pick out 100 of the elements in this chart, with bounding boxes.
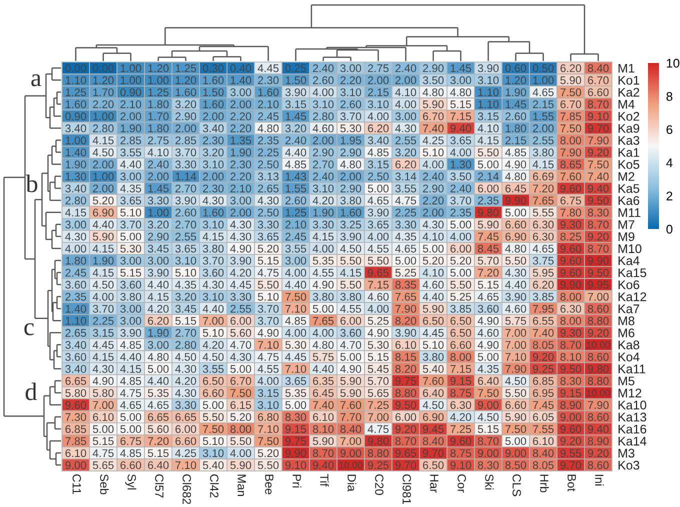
data-label: 4.85 bbox=[120, 377, 142, 385]
data-label: 4.10 bbox=[148, 148, 169, 156]
data-label: 4.75 bbox=[368, 425, 389, 434]
data-label: 4.75 bbox=[258, 268, 279, 277]
data-label: 6.60 bbox=[120, 461, 142, 470]
y-tick-label: Ka12 bbox=[618, 292, 646, 302]
data-label: 2.90 bbox=[422, 64, 444, 72]
data-label: 4.55 bbox=[312, 268, 334, 277]
data-label: 9.10 bbox=[450, 461, 472, 470]
data-label: 4.90 bbox=[312, 280, 334, 289]
y-tick-label: M8 bbox=[618, 316, 634, 326]
data-label: 4.00 bbox=[450, 148, 472, 156]
data-label: 5.00 bbox=[120, 413, 142, 422]
data-label: 5.00 bbox=[450, 220, 472, 229]
data-label: 2.55 bbox=[395, 136, 416, 144]
data-label: 1.10 bbox=[66, 316, 86, 325]
data-label: 5.10 bbox=[202, 328, 224, 337]
data-label: 3.25 bbox=[340, 220, 362, 229]
data-label: 4.30 bbox=[175, 389, 196, 397]
data-label: 5.00 bbox=[312, 304, 334, 313]
data-label: 1.70 bbox=[93, 88, 114, 96]
data-label: 9.20 bbox=[588, 449, 609, 458]
data-label: 8.00 bbox=[450, 352, 472, 361]
data-label: 4.00 bbox=[368, 112, 389, 120]
data-label: 3.15 bbox=[478, 112, 499, 120]
data-label: 2.30 bbox=[202, 136, 224, 144]
data-label: 1.00 bbox=[148, 208, 169, 217]
data-label: 2.90 bbox=[422, 184, 444, 192]
y-tick-label: M11 bbox=[618, 208, 640, 217]
data-label: 8.00 bbox=[230, 425, 252, 434]
data-label: 9.40 bbox=[312, 461, 334, 470]
data-label: 5.90 bbox=[340, 389, 362, 397]
data-label: 2.10 bbox=[258, 100, 279, 108]
data-label: 3.30 bbox=[312, 220, 334, 229]
data-label: 3.00 bbox=[450, 76, 472, 84]
data-label: 9.10 bbox=[285, 461, 306, 470]
data-label: 4.15 bbox=[92, 353, 114, 361]
data-label: 4.20 bbox=[450, 413, 472, 422]
data-label: 3.40 bbox=[65, 184, 86, 192]
data-label: 7.90 bbox=[588, 136, 609, 144]
data-label: 1.25 bbox=[66, 88, 86, 96]
data-label: 3.60 bbox=[478, 304, 499, 313]
data-label: 4.85 bbox=[368, 148, 389, 156]
data-label: 6.75 bbox=[120, 437, 142, 446]
data-label: 2.70 bbox=[175, 184, 196, 192]
data-label: 4.50 bbox=[92, 148, 114, 156]
data-label: 3.00 bbox=[230, 88, 252, 96]
data-label: 8.20 bbox=[395, 316, 416, 325]
data-label: 9.75 bbox=[285, 437, 306, 446]
data-label: 5.50 bbox=[505, 389, 526, 397]
data-label: 3.00 bbox=[120, 172, 142, 180]
data-label: 9.00 bbox=[505, 449, 526, 458]
data-label: 9.70 bbox=[422, 449, 444, 458]
color-bar-label: 2 bbox=[666, 192, 672, 200]
data-label: 5.65 bbox=[368, 389, 389, 397]
data-label: 9.30 bbox=[560, 328, 582, 337]
color-bar-label: 6 bbox=[666, 125, 672, 134]
data-label: 3.70 bbox=[120, 220, 142, 229]
data-label: 3.20 bbox=[285, 124, 306, 132]
data-label: 6.00 bbox=[176, 425, 196, 434]
data-label: 7.85 bbox=[560, 112, 582, 120]
data-label: 8.70 bbox=[588, 244, 609, 253]
data-label: 6.00 bbox=[340, 316, 362, 325]
data-label: 6.55 bbox=[533, 316, 554, 325]
data-label: 4.20 bbox=[148, 304, 169, 313]
data-label: 4.60 bbox=[505, 304, 526, 313]
data-label: 3.00 bbox=[148, 256, 169, 265]
data-label: 0.40 bbox=[230, 64, 252, 72]
data-label: 3.40 bbox=[202, 124, 224, 132]
data-label: 9.00 bbox=[478, 449, 499, 458]
data-label: 4.50 bbox=[422, 401, 444, 409]
data-label: 7.20 bbox=[148, 437, 169, 446]
data-label: 5.15 bbox=[120, 268, 142, 277]
data-label: 6.40 bbox=[148, 461, 169, 470]
data-label: 6.00 bbox=[396, 413, 416, 422]
data-label: 4.65 bbox=[395, 244, 416, 253]
data-label: 4.60 bbox=[478, 328, 499, 337]
y-tick-label: Ka6 bbox=[618, 196, 640, 205]
data-label: 2.10 bbox=[120, 100, 142, 108]
y-tick-label: M5 bbox=[618, 376, 634, 386]
data-label: 2.20 bbox=[340, 76, 362, 84]
data-label: 4.00 bbox=[65, 244, 86, 253]
data-label: 8.60 bbox=[588, 352, 609, 361]
data-label: 7.25 bbox=[368, 401, 389, 409]
data-label: 3.00 bbox=[230, 196, 252, 204]
data-label: 1.45 bbox=[148, 184, 169, 192]
data-label: 6.10 bbox=[66, 449, 86, 458]
data-label: 5.15 bbox=[92, 437, 114, 446]
data-label: 5.30 bbox=[368, 340, 389, 349]
data-label: 4.40 bbox=[120, 352, 142, 361]
data-label: 4.00 bbox=[368, 304, 389, 313]
data-label: 9.50 bbox=[588, 196, 609, 204]
data-label: 5.60 bbox=[148, 425, 169, 434]
data-label: 6.15 bbox=[230, 401, 252, 409]
data-label: 6.10 bbox=[396, 340, 416, 349]
data-label: 8.25 bbox=[560, 232, 582, 241]
data-label: 2.20 bbox=[422, 196, 444, 204]
data-label: 0.50 bbox=[532, 64, 554, 72]
data-label: 6.69 bbox=[533, 172, 554, 180]
data-label: 3.13 bbox=[258, 172, 279, 180]
